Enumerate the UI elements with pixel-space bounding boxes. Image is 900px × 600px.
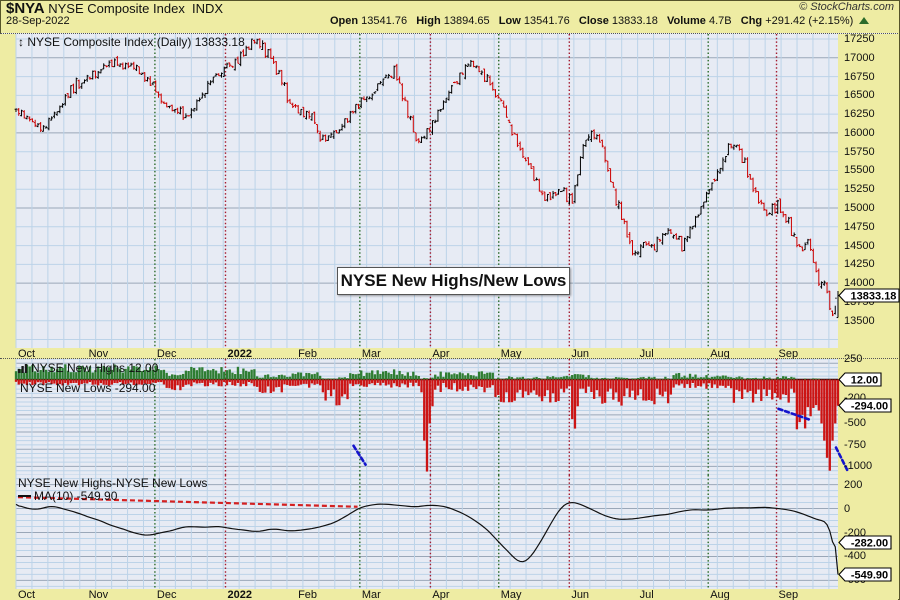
svg-text:-294.00: -294.00 bbox=[851, 401, 888, 413]
svg-text:12.00: 12.00 bbox=[851, 374, 879, 386]
svg-text:13833.18: 13833.18 bbox=[851, 291, 897, 303]
svg-text:-549.90: -549.90 bbox=[851, 569, 888, 581]
svg-text:-282.00: -282.00 bbox=[851, 537, 888, 549]
